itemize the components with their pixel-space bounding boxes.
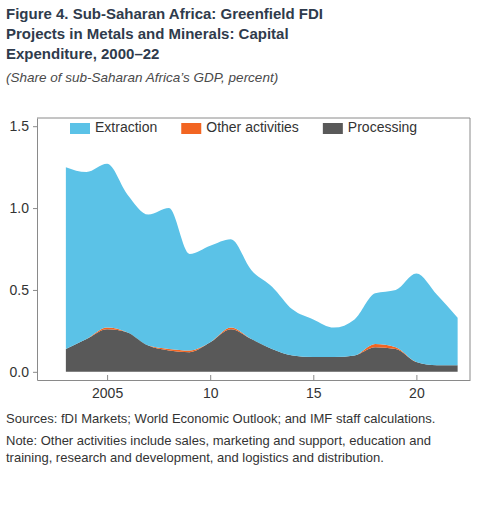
chart: 2005 10 15 20 0.0 0.5 1.0 1.5 Extraction Other ac… — [0, 0, 491, 527]
x-axis-line — [38, 380, 471, 381]
x-tick: 20 — [409, 375, 425, 401]
area-0 — [66, 164, 458, 365]
legend-label: Other activities — [206, 119, 299, 135]
legend-item: Extraction — [70, 119, 157, 135]
y-tick-mark — [33, 372, 37, 373]
legend-label: Processing — [348, 119, 417, 135]
x-tick-label: 2005 — [92, 385, 123, 401]
y-axis-line — [37, 119, 38, 381]
legend: Extraction Other activities Processing — [70, 119, 417, 135]
legend-swatch — [181, 123, 201, 134]
title: Figure 4. Sub-Saharan Africa: Greenfield… — [6, 4, 336, 64]
y-tick: 1.5 — [10, 118, 37, 134]
annotation: Sources: fDI Markets; World Economic Out… — [6, 410, 476, 427]
x-tick: 2005 — [92, 375, 123, 401]
x-axis: 2005 10 15 20 — [38, 375, 471, 401]
y-tick-label: 0.5 — [10, 282, 30, 298]
x-tick-label: 15 — [306, 385, 322, 401]
x-tick-label: 10 — [203, 385, 219, 401]
legend-label: Extraction — [95, 119, 157, 135]
x-tick: 10 — [203, 375, 219, 401]
y-tick-mark — [33, 290, 37, 291]
x-tick-mark — [107, 375, 108, 380]
y-tick-mark — [33, 208, 37, 209]
y-tick-label: 1.0 — [10, 200, 30, 216]
legend-swatch — [323, 123, 343, 134]
x-tick-mark — [210, 375, 211, 380]
x-tick-mark — [313, 375, 314, 380]
plot-area — [66, 164, 458, 372]
y-tick-mark — [33, 126, 37, 127]
y-tick-label: 1.5 — [10, 118, 30, 134]
notes: Sources: fDI Markets; World Economic Out… — [6, 410, 476, 471]
annotation: Note: Other activities include sales, ma… — [6, 432, 476, 466]
y-tick: 0.0 — [10, 364, 37, 380]
legend-item: Other activities — [181, 119, 299, 135]
y-tick: 0.5 — [10, 282, 37, 298]
legend-swatch — [70, 123, 90, 134]
y-tick: 1.0 — [10, 200, 37, 216]
y-axis: 0.0 0.5 1.0 1.5 — [10, 118, 38, 380]
frame-right — [470, 118, 471, 380]
legend-item: Processing — [323, 119, 417, 135]
x-tick-label: 20 — [409, 385, 425, 401]
x-tick: 15 — [306, 375, 322, 401]
y-tick-label: 0.0 — [10, 364, 30, 380]
x-tick-mark — [416, 375, 417, 380]
subtitle: (Share of sub-Saharan Africa’s GDP, perc… — [6, 70, 476, 85]
